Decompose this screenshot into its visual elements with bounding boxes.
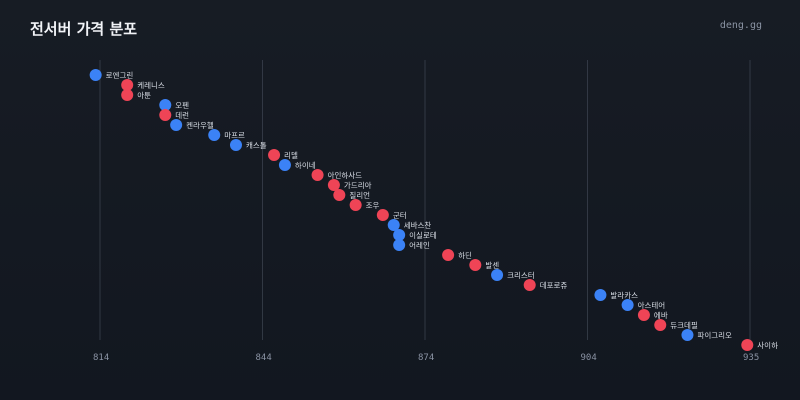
data-points: 로엔그린케레니스아툰오펜데런켄라우헬마프르캐스톨리델하이네아인하사드가드리아질리… <box>89 69 778 351</box>
x-tick-label: 935 <box>743 353 759 363</box>
point-label: 켄라우헬 <box>186 120 214 130</box>
point-label: 듀크데필 <box>670 320 698 330</box>
data-point[interactable] <box>208 129 221 141</box>
x-axis-ticks: 814 844 874 904 935 <box>93 353 759 363</box>
point-label: 캐스톨 <box>246 141 267 150</box>
grid-lines <box>99 60 751 340</box>
data-point[interactable] <box>621 299 634 311</box>
point-label: 로엔그린 <box>106 70 134 80</box>
x-tick-label: 904 <box>581 353 597 363</box>
data-point[interactable] <box>121 79 134 91</box>
data-point[interactable] <box>333 189 346 201</box>
data-point[interactable] <box>89 69 102 81</box>
data-point[interactable] <box>278 159 291 171</box>
data-point[interactable] <box>594 289 607 301</box>
data-point[interactable] <box>229 139 242 151</box>
x-tick-label: 814 <box>93 353 109 363</box>
point-label: 케레니스 <box>137 81 165 90</box>
point-label: 오펜 <box>175 101 189 110</box>
point-label: 크리스터 <box>507 271 535 280</box>
x-tick-label: 844 <box>256 353 272 363</box>
point-label: 조우 <box>366 201 380 210</box>
data-point[interactable] <box>681 329 694 341</box>
point-label: 리델 <box>284 151 298 160</box>
data-point[interactable] <box>654 319 667 331</box>
point-label: 아인하사드 <box>328 170 363 180</box>
data-point[interactable] <box>469 259 482 271</box>
data-point[interactable] <box>442 249 455 261</box>
data-point[interactable] <box>159 99 172 111</box>
data-point[interactable] <box>159 109 172 121</box>
point-label: 이실로테 <box>409 230 437 240</box>
data-point[interactable] <box>393 229 406 241</box>
point-label: 데포로쥬 <box>540 281 568 290</box>
data-point[interactable] <box>311 169 324 181</box>
point-label: 어레인 <box>409 240 430 250</box>
point-label: 발라카스 <box>610 291 638 300</box>
brand-label[interactable]: deng.gg <box>719 20 762 31</box>
point-label: 사이하 <box>757 340 778 350</box>
point-label: 세바스찬 <box>404 220 432 230</box>
data-point[interactable] <box>327 179 340 191</box>
point-label: 데런 <box>175 110 189 120</box>
data-point[interactable] <box>523 279 536 291</box>
data-point[interactable] <box>170 119 183 131</box>
data-point[interactable] <box>121 89 134 101</box>
data-point[interactable] <box>637 309 650 321</box>
point-label: 아스테어 <box>638 300 666 310</box>
point-label: 질리언 <box>349 190 370 200</box>
point-label: 마프르 <box>224 131 245 140</box>
data-point[interactable] <box>387 219 400 231</box>
data-point[interactable] <box>393 239 406 251</box>
data-point[interactable] <box>376 209 389 221</box>
chart-title: 전서버 가격 분포 <box>30 20 138 38</box>
point-label: 군터 <box>393 211 407 220</box>
x-tick-label: 874 <box>418 353 434 363</box>
data-point[interactable] <box>349 199 362 211</box>
point-label: 하딘 <box>458 250 472 260</box>
point-label: 하이네 <box>295 160 316 170</box>
point-label: 가드리아 <box>344 180 372 190</box>
point-label: 발센 <box>485 260 499 270</box>
point-label: 파이그리오 <box>697 330 732 340</box>
data-point[interactable] <box>491 269 504 281</box>
data-point[interactable] <box>268 149 281 161</box>
data-point[interactable] <box>741 339 754 351</box>
point-label: 에바 <box>654 310 668 320</box>
point-label: 아툰 <box>137 90 151 100</box>
